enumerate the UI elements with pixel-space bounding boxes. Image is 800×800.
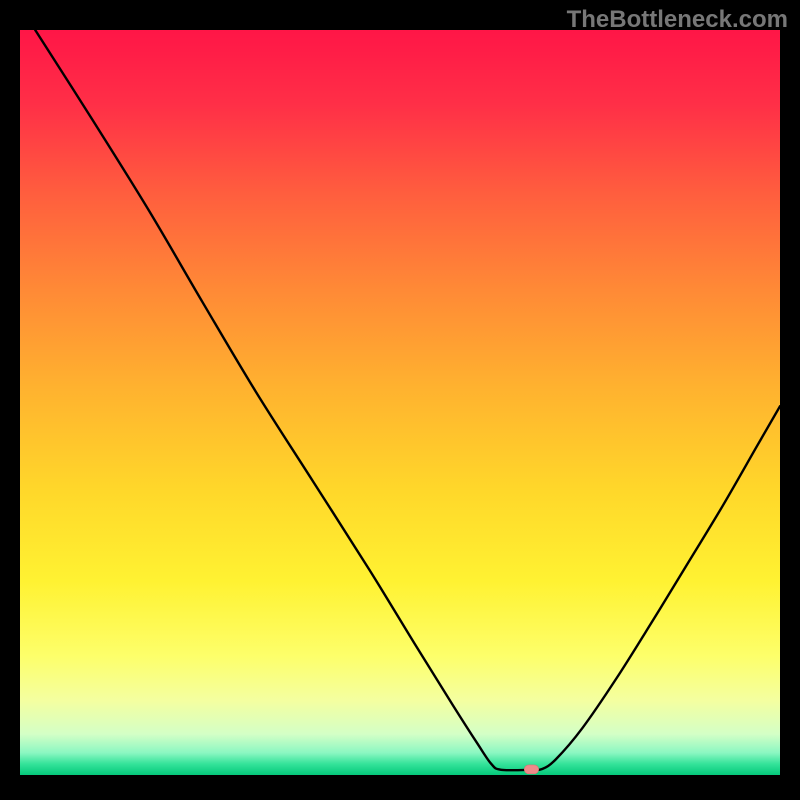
optimal-point-marker [524,765,538,774]
watermark-text: TheBottleneck.com [567,6,788,34]
chart-svg [20,30,780,775]
chart-frame: TheBottleneck.com [0,0,800,800]
gradient-background [20,30,780,775]
plot-area [20,30,780,775]
